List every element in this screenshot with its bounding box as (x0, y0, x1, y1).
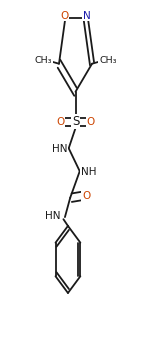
Text: CH₃: CH₃ (99, 56, 117, 65)
Text: HN: HN (52, 144, 67, 154)
Text: CH₃: CH₃ (34, 56, 52, 65)
Text: N: N (83, 11, 91, 20)
Text: S: S (72, 115, 79, 128)
Text: NH: NH (81, 167, 96, 177)
Text: O: O (82, 191, 90, 201)
Text: HN: HN (45, 211, 61, 221)
Text: O: O (60, 11, 68, 20)
Text: O: O (56, 117, 64, 127)
Text: O: O (87, 117, 95, 127)
